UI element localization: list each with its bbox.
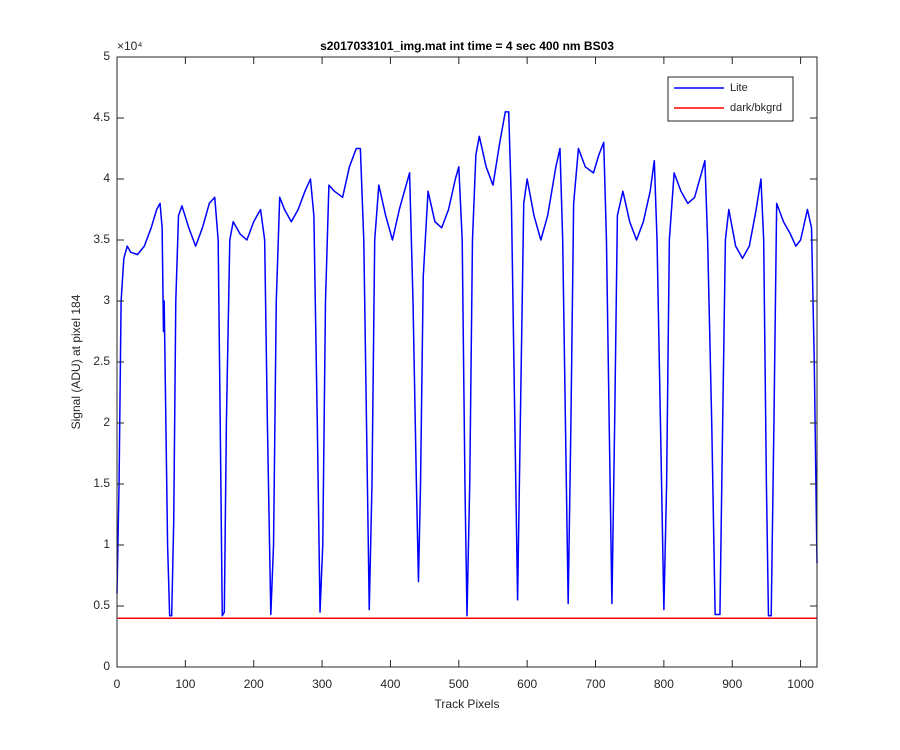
- legend-label: dark/bkgrd: [730, 102, 782, 114]
- y-tick-label: 1.5: [93, 476, 110, 490]
- legend-label: Lite: [730, 82, 748, 94]
- x-tick-label: 700: [586, 677, 606, 691]
- y-exponent: ×10⁴: [117, 39, 143, 53]
- chart-title: s2017033101_img.mat int time = 4 sec 400…: [320, 39, 614, 53]
- x-tick-label: 500: [449, 677, 469, 691]
- x-tick-label: 1000: [787, 677, 814, 691]
- y-tick-label: 0: [103, 659, 110, 673]
- y-tick-label: 3.5: [93, 232, 110, 246]
- y-axis-label: Signal (ADU) at pixel 184: [69, 294, 83, 429]
- y-tick-label: 5: [103, 49, 110, 63]
- x-tick-label: 0: [114, 677, 121, 691]
- x-tick-label: 800: [654, 677, 674, 691]
- data-line: [116, 111, 818, 617]
- x-tick-label: 100: [175, 677, 195, 691]
- y-tick-label: 2.5: [93, 354, 110, 368]
- y-tick-label: 4: [103, 171, 110, 185]
- y-tick-label: 1: [103, 537, 110, 551]
- y-tick-label: 0.5: [93, 598, 110, 612]
- x-tick-label: 300: [312, 677, 332, 691]
- y-tick-label: 2: [103, 415, 110, 429]
- x-tick-label: 600: [517, 677, 537, 691]
- x-tick-label: 400: [380, 677, 400, 691]
- y-tick-label: 3: [103, 293, 110, 307]
- legend-box: [667, 76, 794, 122]
- x-tick-label: 900: [722, 677, 742, 691]
- y-tick-label: 4.5: [93, 110, 110, 124]
- x-tick-label: 200: [244, 677, 264, 691]
- x-axis-label: Track Pixels: [435, 697, 500, 711]
